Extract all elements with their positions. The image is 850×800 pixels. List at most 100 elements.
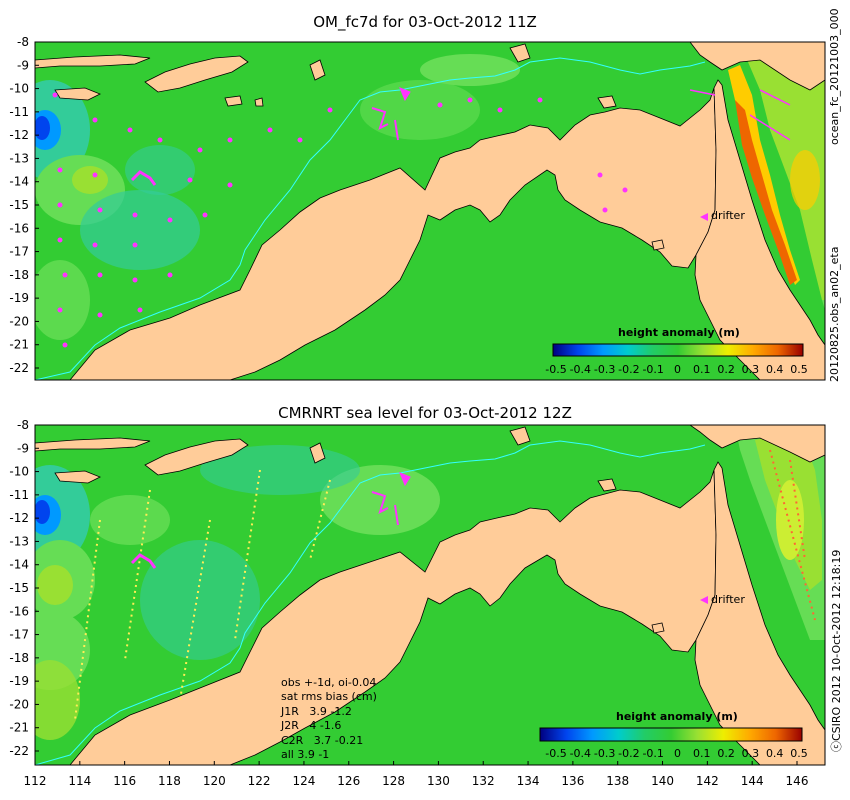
colorbar-tick-label: 0.4 xyxy=(766,363,784,376)
flores-island xyxy=(35,437,151,452)
y-tick-label: -11 xyxy=(9,105,29,119)
stats-line: all 3.9 -1 xyxy=(281,748,330,762)
y-tick-label: -20 xyxy=(9,697,29,711)
y-tick-label: -9 xyxy=(17,58,29,72)
colorbar-tick-label: -0.5 xyxy=(545,747,566,760)
flores-island xyxy=(35,54,151,69)
bottom-colorbar-ticks: -0.5 -0.4 -0.3 -0.2 -0.1 0 0.1 0.2 0.3 0.4 0.5 xyxy=(545,747,807,760)
x-tick-label: 138 xyxy=(606,774,629,788)
colorbar-tick-label: 0.2 xyxy=(717,747,735,760)
y-tick-label: -18 xyxy=(9,651,29,665)
x-tick-label: 114 xyxy=(68,774,91,788)
x-tick-label: 112 xyxy=(24,774,47,788)
colorbar-tick-label: 0 xyxy=(674,363,681,376)
stats-line: J1R 3.9 -1.2 xyxy=(281,704,352,718)
x-tick-label: 124 xyxy=(292,774,315,788)
y-tick-label: -16 xyxy=(9,604,29,618)
y-tick-label: -13 xyxy=(9,534,29,548)
new-guinea xyxy=(689,42,825,91)
x-tick-label: 118 xyxy=(158,774,181,788)
bottom-y-axis: -8 -9 -10 -11 -12 -13 -14 -15 -16 -17 -18 -19 -20 -21… xyxy=(9,418,39,758)
y-tick-label: -10 xyxy=(9,465,29,479)
x-axis: 112 114 116 118 120 122 124 126 128 130 132 134 136 1… xyxy=(24,761,809,788)
x-tick-label: 144 xyxy=(741,774,764,788)
y-tick-label: -20 xyxy=(9,314,29,328)
x-tick-label: 132 xyxy=(472,774,495,788)
x-tick-label: 116 xyxy=(113,774,136,788)
groote-island xyxy=(597,478,617,492)
y-tick-label: -19 xyxy=(9,291,29,305)
tanimbar-island xyxy=(309,442,326,464)
bottom-map xyxy=(35,425,825,765)
y-tick-label: -15 xyxy=(9,198,29,212)
colorbar-tick-label: -0.1 xyxy=(642,363,663,376)
aru-island xyxy=(509,426,531,446)
y-tick-label: -8 xyxy=(17,35,29,49)
colorbar-tick-label: 0.2 xyxy=(717,363,735,376)
y-tick-label: -9 xyxy=(17,441,29,455)
y-tick-label: -10 xyxy=(9,82,29,96)
colorbar-tick-label: -0.4 xyxy=(570,363,591,376)
colorbar-tick-label: -0.3 xyxy=(594,363,615,376)
timor-island xyxy=(144,55,249,93)
y-tick-label: -18 xyxy=(9,268,29,282)
groote-island xyxy=(597,95,617,109)
y-tick-label: -11 xyxy=(9,488,29,502)
bottom-colorbar xyxy=(539,727,803,742)
colorbar-tick-label: 0.1 xyxy=(693,747,711,760)
stats-line: C2R 3.7 -0.21 xyxy=(281,733,364,747)
new-guinea xyxy=(689,425,825,463)
cape-york-peninsula xyxy=(694,79,825,380)
y-tick-label: -14 xyxy=(9,558,29,572)
top-colorbar-ticks: -0.5 -0.4 -0.3 -0.2 -0.1 0 0.1 0.2 0.3 0.4 0.5 xyxy=(545,363,807,376)
x-tick-label: 146 xyxy=(786,774,809,788)
y-tick-label: -16 xyxy=(9,221,29,235)
x-tick-label: 126 xyxy=(337,774,360,788)
colorbar-tick-label: -0.2 xyxy=(618,363,639,376)
sumba-island xyxy=(54,87,101,101)
shelf-isobath xyxy=(35,57,706,380)
colorbar-tick-label: 0.5 xyxy=(790,363,808,376)
colorbar-tick-label: -0.1 xyxy=(642,747,663,760)
x-tick-label: 120 xyxy=(203,774,226,788)
y-tick-label: -14 xyxy=(9,175,29,189)
colorbar-tick-label: -0.5 xyxy=(545,363,566,376)
top-y-axis: -8 -9 -10 -11 -12 -13 -14 -15 -16 -17 -18 -19 -20 -21… xyxy=(9,35,39,375)
x-tick-label: 134 xyxy=(517,774,540,788)
shelf-isobath xyxy=(35,440,706,765)
cape-york-peninsula xyxy=(694,461,825,765)
y-tick-label: -22 xyxy=(9,744,29,758)
top-map-frame xyxy=(34,41,826,381)
x-tick-label: 142 xyxy=(696,774,719,788)
drifter-marker xyxy=(700,213,708,221)
sumba-island xyxy=(54,470,101,484)
y-tick-label: -12 xyxy=(9,511,29,525)
colorbar-tick-label: 0.5 xyxy=(790,747,808,760)
timor-island xyxy=(144,438,249,476)
colorbar-tick-label: -0.2 xyxy=(618,747,639,760)
satellite-tracks xyxy=(74,469,331,721)
colorbar-tick-label: -0.3 xyxy=(594,747,615,760)
bottom-colorbar-title: height anomaly (m) xyxy=(616,710,738,723)
y-tick-label: -12 xyxy=(9,128,29,142)
satellite-stats: obs +-1d, oi-0.04 sat rms bias (cm) J1R … xyxy=(281,676,377,762)
colorbar-tick-label: -0.4 xyxy=(570,747,591,760)
colorbar-tick-label: 0.3 xyxy=(742,363,760,376)
top-colorbar xyxy=(552,343,804,357)
current-arrows xyxy=(130,472,411,569)
bottom-map-frame xyxy=(34,424,826,766)
colorbar-tick-label: 0.1 xyxy=(693,363,711,376)
mornington-island xyxy=(651,239,665,251)
colorbar-tick-label: 0.3 xyxy=(742,747,760,760)
y-tick-label: -15 xyxy=(9,581,29,595)
colorbar-tick-label: 0 xyxy=(674,747,681,760)
y-tick-label: -21 xyxy=(9,721,29,735)
x-tick-label: 128 xyxy=(382,774,405,788)
y-tick-label: -8 xyxy=(17,418,29,432)
x-tick-label: 122 xyxy=(248,774,271,788)
mornington-island xyxy=(651,622,665,634)
y-tick-label: -17 xyxy=(9,628,29,642)
y-tick-label: -17 xyxy=(9,245,29,259)
current-arrows xyxy=(52,87,791,348)
x-tick-label: 130 xyxy=(427,774,450,788)
